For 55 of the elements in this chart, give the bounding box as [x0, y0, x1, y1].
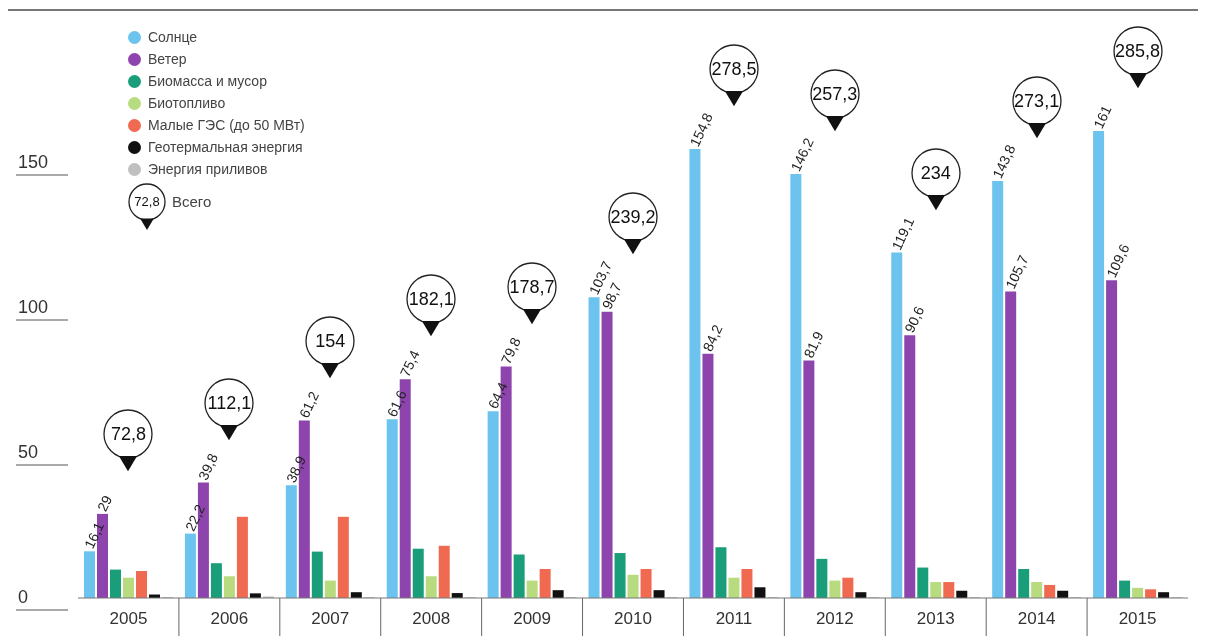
x-tick-label: 2009 — [513, 609, 551, 629]
data-label: 143,8 — [989, 142, 1019, 181]
data-label: 61,2 — [295, 388, 322, 421]
data-label: 61,6 — [383, 387, 410, 420]
data-label: 119,1 — [888, 214, 918, 253]
x-tick-label: 2010 — [614, 609, 652, 629]
x-tick-label: 2012 — [815, 609, 854, 629]
x-tick-label: 2011 — [715, 609, 753, 629]
data-label: 64,4 — [484, 379, 511, 412]
annotation: 182,1 — [407, 288, 455, 311]
data-label: 109,6 — [1103, 241, 1133, 280]
data-label: 75,4 — [396, 347, 423, 380]
data-label: 154,8 — [686, 110, 716, 149]
data-label: 29 — [94, 492, 116, 514]
legend-label: Энергия приливов — [148, 161, 268, 177]
data-label: 39,8 — [194, 450, 222, 483]
annotation: 285,8 — [1114, 40, 1162, 63]
text: 72,8 — [134, 194, 160, 209]
y-tick-label: 50 — [18, 441, 39, 462]
annotation: 239,2 — [609, 206, 657, 229]
annotation: 72,8 — [109, 422, 147, 445]
data-label: 146,2 — [787, 135, 817, 174]
annotation: Всего — [172, 193, 212, 211]
data-label: 38,9 — [282, 453, 309, 486]
x-tick-label: 2007 — [311, 609, 350, 629]
data-label: 161 — [1090, 102, 1115, 131]
data-label: 105,7 — [1002, 252, 1032, 292]
data-label: 79,8 — [497, 334, 524, 367]
y-tick-label: 150 — [18, 151, 49, 172]
annotation: 112,1 — [206, 391, 253, 414]
legend-label: Малые ГЭС (до 50 МВт) — [148, 117, 305, 133]
data-label: 81,9 — [800, 328, 827, 361]
legend-label: Ветер — [148, 51, 187, 67]
x-tick-label: 2005 — [109, 609, 148, 629]
annotation: 178,7 — [508, 275, 556, 298]
data-label: 84,2 — [699, 322, 726, 354]
data-label: 16,1 — [81, 519, 108, 552]
legend-label: Солнце — [148, 29, 198, 45]
data-label: 90,6 — [901, 303, 928, 336]
annotation: 278,5 — [710, 58, 758, 81]
annotation: 154 — [314, 329, 347, 352]
x-tick-label: 2008 — [412, 609, 451, 629]
annotation: 234 — [919, 161, 952, 184]
x-tick-label: 2006 — [210, 609, 249, 629]
x-tick-label: 2015 — [1118, 609, 1157, 629]
legend-label: Геотермальная энергия — [148, 139, 303, 155]
x-tick-label: 2014 — [1017, 609, 1056, 629]
y-tick-label: 0 — [18, 586, 29, 607]
data-label: 22,2 — [181, 501, 209, 534]
x-tick-label: 2013 — [916, 609, 955, 629]
annotation: 257,3 — [811, 83, 859, 106]
annotation: 273,1 — [1013, 89, 1061, 112]
legend-label: Биотопливо — [148, 95, 226, 111]
y-tick-label: 100 — [18, 296, 49, 317]
legend-label: Биомасса и мусор — [148, 73, 267, 89]
